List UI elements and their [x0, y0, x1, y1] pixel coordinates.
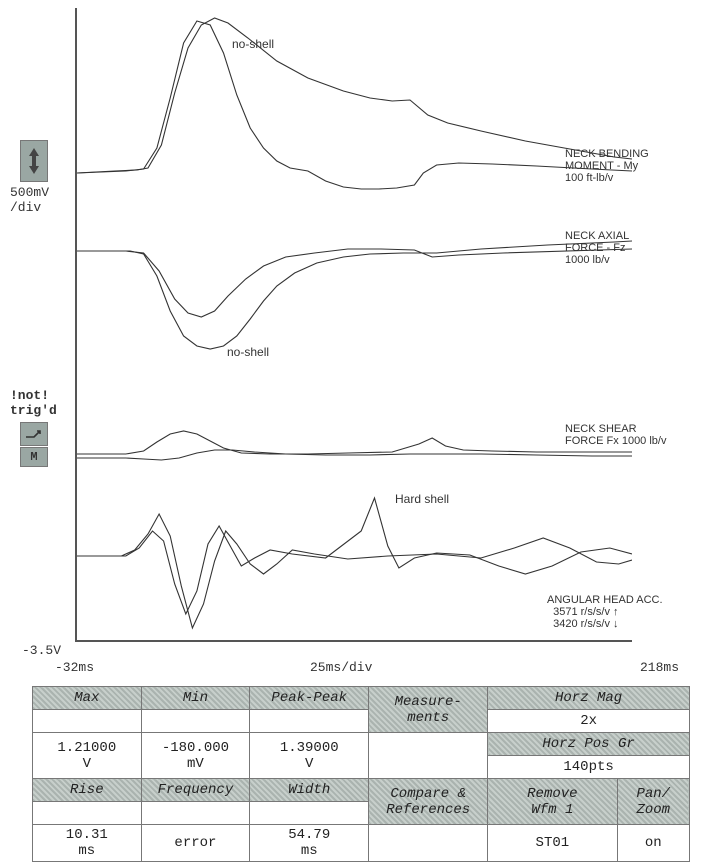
annotation-no-shell-mid: no-shell: [227, 346, 269, 359]
table-cell: 10.31 ms: [33, 825, 142, 862]
table-cell: [250, 802, 369, 825]
trigger-slope-icon: [20, 422, 48, 446]
table-cell: 1.39000 V: [250, 733, 369, 779]
table-cell: [369, 825, 488, 862]
table-cell: Min: [141, 687, 250, 710]
table-cell: -180.000 mV: [141, 733, 250, 779]
vertical-scale-icon: [20, 140, 48, 182]
x-axis-right: 218ms: [640, 660, 679, 675]
table-cell: error: [141, 825, 250, 862]
table-cell: 1.21000 V: [33, 733, 142, 779]
channel-label-bending: NECK BENDING MOMENT - My 100 ft-lb/v: [565, 148, 649, 184]
table-cell: Measure- ments: [369, 687, 488, 733]
trace-neck-axial-hardshell: [77, 249, 632, 317]
meas-table-el: MaxMinPeak-PeakMeasure- mentsHorz Mag2x 1…: [32, 686, 690, 862]
table-cell: Width: [250, 779, 369, 802]
table-cell: Peak-Peak: [250, 687, 369, 710]
table-cell: [141, 802, 250, 825]
table-cell: [141, 710, 250, 733]
y-zero-label: -3.5V: [22, 643, 61, 658]
waveform-svg: [77, 8, 632, 640]
table-cell: [33, 802, 142, 825]
table-cell: [369, 733, 488, 779]
annotation-no-shell-top: no-shell: [232, 38, 274, 51]
x-axis-center: 25ms/div: [310, 660, 372, 675]
m-marker-icon: M: [20, 447, 48, 467]
channel-label-angular: ANGULAR HEAD ACC. 3571 r/s/s/v ↑ 3420 r/…: [547, 594, 663, 630]
table-cell: [250, 710, 369, 733]
x-axis-left: -32ms: [55, 660, 94, 675]
table-cell: ST01: [488, 825, 617, 862]
channel-label-shear: NECK SHEAR FORCE Fx 1000 lb/v: [565, 423, 666, 447]
table-cell: Horz Mag: [488, 687, 690, 710]
table-cell: Max: [33, 687, 142, 710]
trigger-status-label: !not! trig'd: [10, 388, 70, 418]
trace-neck-bending-hardshell: [77, 18, 632, 173]
trace-neck-axial-noshell: [77, 241, 632, 349]
channel-label-axial: NECK AXIAL FORCE - Fz 1000 lb/v: [565, 230, 629, 266]
table-cell: Compare & References: [369, 779, 488, 825]
trace-neck-bending-noshell: [77, 21, 632, 189]
volts-per-div-label: 500mV /div: [10, 185, 70, 215]
table-cell: 140pts: [488, 756, 690, 779]
table-cell: Rise: [33, 779, 142, 802]
table-cell: Remove Wfm 1: [488, 779, 617, 825]
oscilloscope-display: 500mV /div !not! trig'd M no-shell no-sh…: [0, 0, 712, 680]
table-cell: 2x: [488, 710, 690, 733]
table-cell: Frequency: [141, 779, 250, 802]
table-cell: on: [617, 825, 689, 862]
table-cell: [33, 710, 142, 733]
trace-neck-shear-a: [77, 431, 632, 454]
measurement-table: MaxMinPeak-PeakMeasure- mentsHorz Mag2x 1…: [32, 686, 690, 862]
table-cell: 54.79 ms: [250, 825, 369, 862]
table-cell: Pan/ Zoom: [617, 779, 689, 825]
waveform-plot: no-shell no-shell Hard shell NECK BENDIN…: [75, 8, 632, 642]
annotation-hard-shell: Hard shell: [395, 493, 449, 506]
table-cell: Horz Pos Gr: [488, 733, 690, 756]
